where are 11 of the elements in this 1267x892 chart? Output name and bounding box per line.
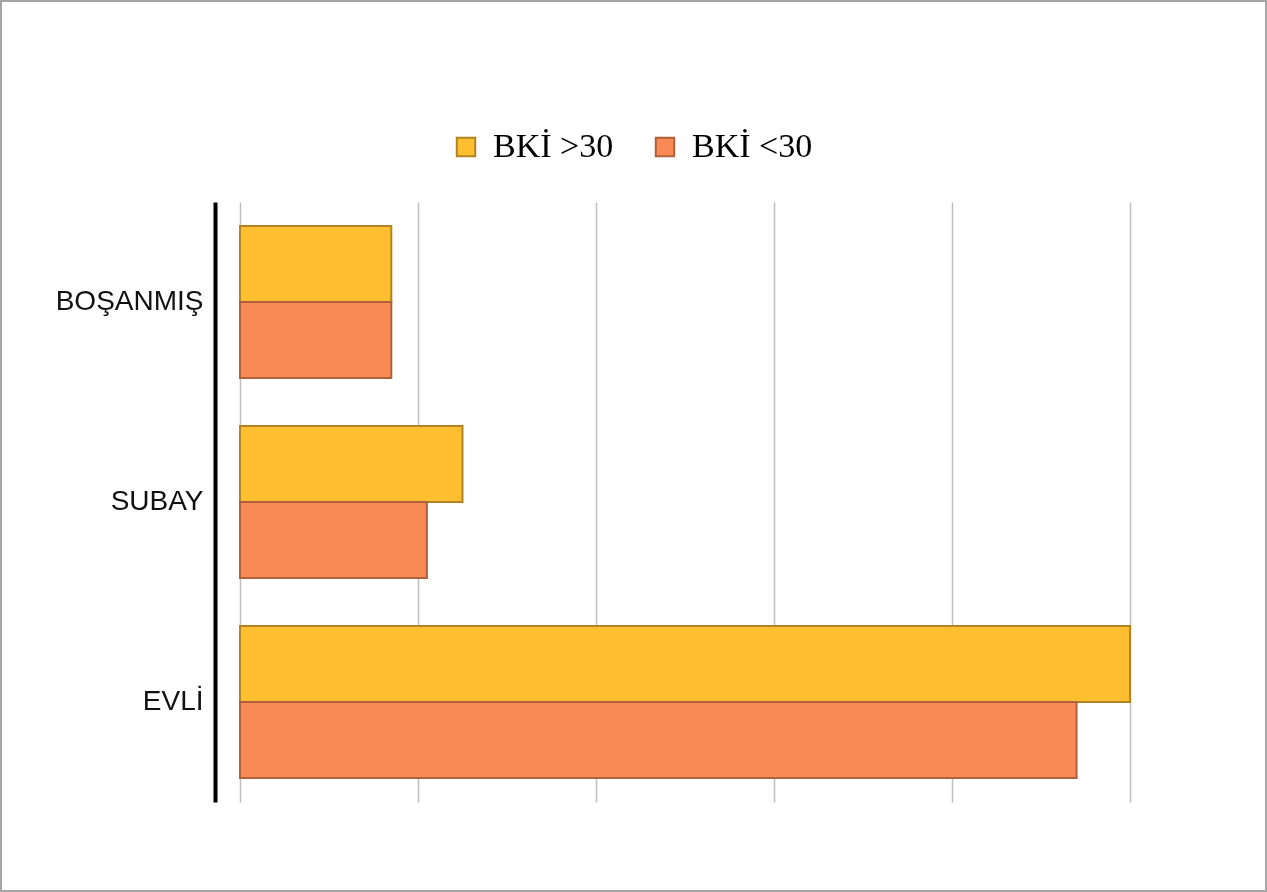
bar bbox=[239, 425, 464, 503]
y-tick-label: BOŞANMIŞ bbox=[55, 285, 204, 316]
bar bbox=[239, 225, 393, 303]
legend-label: BKİ >30 bbox=[493, 127, 614, 164]
bar bbox=[239, 625, 1131, 703]
bar bbox=[239, 701, 1078, 779]
legend-label: BKİ <30 bbox=[692, 127, 813, 164]
y-tick-label: EVLİ bbox=[142, 685, 204, 716]
y-tick-label: SUBAY bbox=[110, 485, 204, 516]
bar bbox=[239, 501, 428, 579]
bar bbox=[239, 301, 393, 379]
